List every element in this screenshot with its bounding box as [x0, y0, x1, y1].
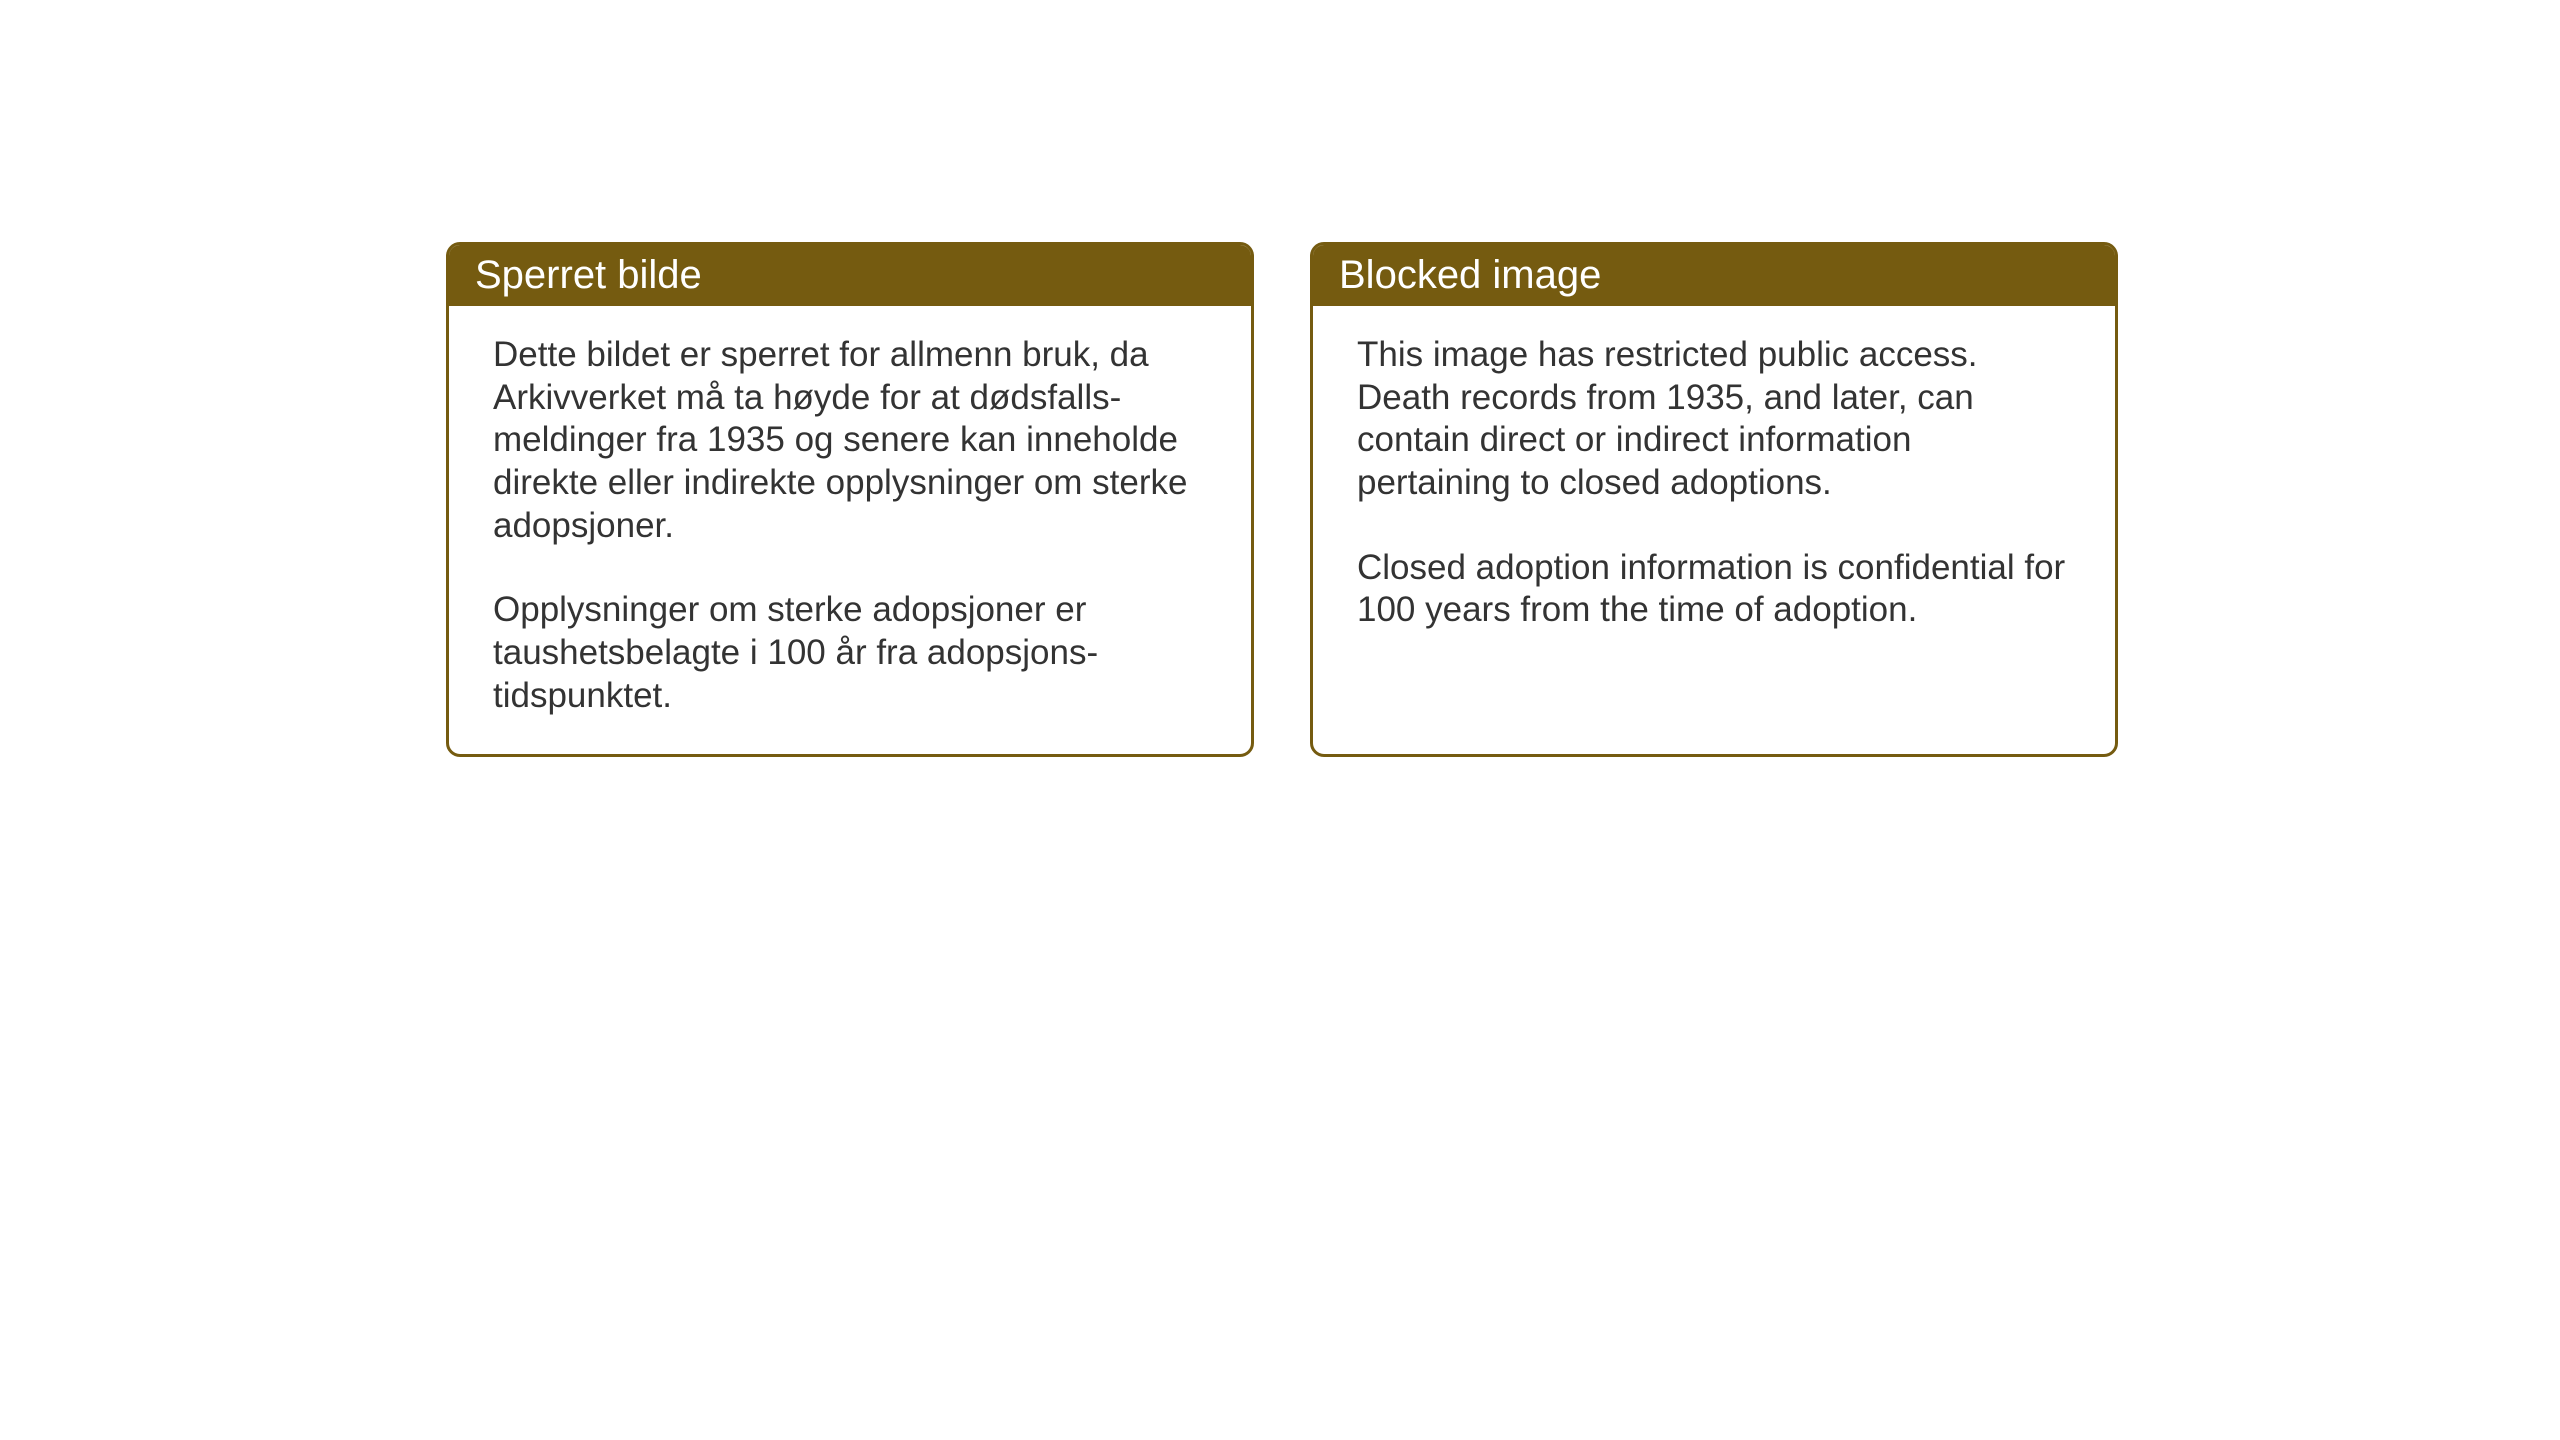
- notice-title-english: Blocked image: [1339, 253, 1601, 297]
- notices-container: Sperret bilde Dette bildet er sperret fo…: [446, 242, 2118, 757]
- notice-paragraph-1-english: This image has restricted public access.…: [1357, 334, 2071, 505]
- notice-body-english: This image has restricted public access.…: [1313, 306, 2115, 668]
- notice-body-norwegian: Dette bildet er sperret for allmenn bruk…: [449, 306, 1251, 754]
- notice-header-norwegian: Sperret bilde: [449, 245, 1251, 306]
- notice-paragraph-2-norwegian: Opplysninger om sterke adopsjoner er tau…: [493, 589, 1207, 717]
- notice-title-norwegian: Sperret bilde: [475, 253, 702, 297]
- notice-box-english: Blocked image This image has restricted …: [1310, 242, 2118, 757]
- notice-paragraph-1-norwegian: Dette bildet er sperret for allmenn bruk…: [493, 334, 1207, 547]
- notice-paragraph-2-english: Closed adoption information is confident…: [1357, 547, 2071, 632]
- notice-header-english: Blocked image: [1313, 245, 2115, 306]
- notice-box-norwegian: Sperret bilde Dette bildet er sperret fo…: [446, 242, 1254, 757]
